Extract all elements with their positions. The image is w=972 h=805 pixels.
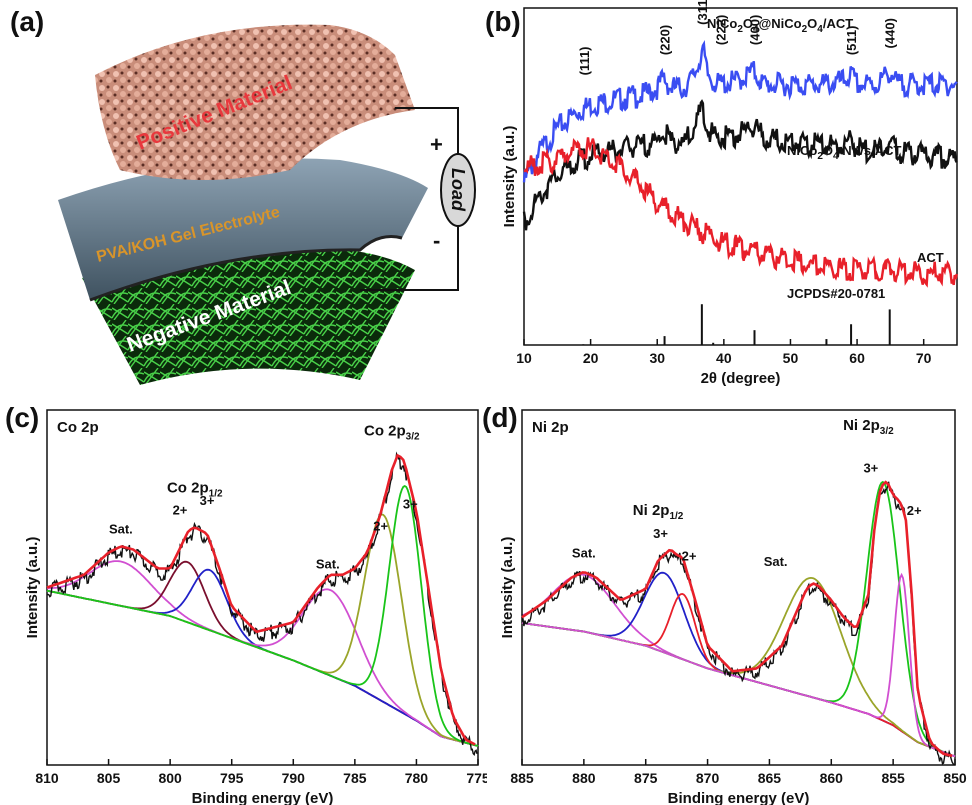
x-tick-label: 795 [220, 770, 244, 786]
fit-component-5 [46, 484, 479, 747]
x-tick-label: 880 [572, 770, 596, 786]
background-line [521, 622, 956, 758]
panel-tag-a: (a) [10, 6, 45, 37]
fit-component-0 [521, 573, 956, 758]
panel-tag-d: (d) [482, 402, 518, 433]
x-tick-label: 800 [158, 770, 182, 786]
y-axis-title: Intensity (a.u.) [24, 537, 41, 639]
negative-layer [82, 248, 415, 385]
x-tick-label: 775 [466, 770, 487, 786]
x-tick-label: 60 [849, 350, 865, 366]
series-label: NiCo2O4 NWs/ACT [787, 143, 901, 162]
minus-sign: - [433, 228, 440, 253]
x-tick-label: 865 [758, 770, 782, 786]
component-label: 3+ [403, 496, 418, 511]
series-line [522, 99, 958, 231]
x-tick-label: 875 [634, 770, 658, 786]
x-axis-title: 2θ (degree) [701, 370, 781, 387]
peak-label: (400) [747, 15, 762, 45]
region-label: Co 2p1/2 [167, 479, 223, 499]
x-tick-label: 70 [916, 350, 932, 366]
fit-component-5 [521, 572, 956, 758]
x-tick-label: 885 [510, 770, 534, 786]
fit-component-4 [521, 480, 956, 758]
load-element [440, 153, 476, 227]
plus-sign: + [430, 132, 443, 157]
x-tick-label: 10 [516, 350, 532, 366]
x-tick-label: 780 [405, 770, 429, 786]
x-axis-title: Binding energy (eV) [192, 790, 334, 805]
ni2p-xps-chart: 885 880 875 870 865 860 855 850 Binding energy (… [499, 409, 967, 805]
x-tick-label: 855 [881, 770, 905, 786]
x-tick-label: 850 [943, 770, 967, 786]
chart-title: Ni 2p [532, 419, 569, 436]
peak-label: (222) [714, 15, 729, 45]
y-axis-title: Intensity (a.u.) [499, 537, 516, 639]
device-schematic: Load + - Positive Material PVA/KOH Gel E… [58, 24, 476, 385]
x-tick-label: 810 [35, 770, 59, 786]
plot-frame [46, 409, 479, 766]
y-axis-title: Intensity (a.u.) [501, 126, 518, 228]
peak-label: (111) [577, 46, 592, 75]
x-tick-label: 870 [696, 770, 720, 786]
co2p-xps-chart: 810 805 800 795 790 785 780 775 Binding energy (… [24, 409, 487, 805]
peak-label: (311) [695, 0, 710, 25]
reference-label: JCPDS#20-0781 [787, 286, 885, 301]
x-tick-label: 40 [716, 350, 732, 366]
component-label: Sat. [764, 554, 788, 569]
series-label: NiCo2O4@NiCo2O4/ACT [707, 16, 853, 35]
peak-label: (511) [844, 26, 859, 56]
experimental-line [47, 451, 478, 757]
component-label: 3+ [653, 526, 668, 541]
x-tick-label: 30 [649, 350, 665, 366]
load-label: Load [448, 168, 468, 212]
series-label: ACT [917, 250, 944, 265]
region-label: Co 2p3/2 [364, 422, 420, 442]
component-label: 3+ [863, 460, 878, 475]
x-tick-label: 860 [820, 770, 844, 786]
component-label: Sat. [109, 522, 133, 537]
series-line [522, 39, 958, 183]
component-label: Sat. [316, 556, 340, 571]
envelope-line [46, 453, 476, 746]
x-tick-label: 785 [343, 770, 367, 786]
plot-frame [521, 409, 956, 766]
region-label: Ni 2p1/2 [633, 502, 684, 522]
xrd-chart: 10 20 30 40 50 60 70 2θ (degree) Intensity (a.u.… [501, 0, 958, 387]
chart-title: Co 2p [57, 419, 99, 436]
region-label: Ni 2p3/2 [843, 417, 894, 437]
component-label: 2+ [173, 503, 188, 518]
positive-layer [95, 24, 415, 181]
fit-component-3 [521, 576, 956, 758]
experimental-line [521, 481, 955, 766]
x-tick-label: 50 [783, 350, 799, 366]
component-label: 2+ [373, 518, 388, 533]
envelope-line [521, 480, 953, 758]
x-tick-label: 805 [97, 770, 121, 786]
component-label: 2+ [682, 549, 697, 564]
component-label: 3+ [200, 493, 215, 508]
series-nico2o4-nico2o4-act [522, 39, 958, 183]
series-line [523, 137, 958, 288]
fit-component-1 [521, 571, 956, 758]
electrolyte-layer [58, 158, 428, 300]
panel-tag-b: (b) [485, 6, 521, 37]
component-label: 2+ [907, 503, 922, 518]
series-act [523, 137, 958, 288]
x-tick-label: 20 [583, 350, 599, 366]
peak-label: (220) [658, 25, 673, 55]
component-label: Sat. [572, 546, 596, 561]
x-axis-title: Binding energy (eV) [668, 790, 810, 805]
peak-label: (440) [883, 18, 898, 48]
panel-tag-c: (c) [5, 402, 40, 433]
x-tick-label: 790 [282, 770, 306, 786]
series-nico2o4-nws-act [522, 99, 958, 231]
fit-component-2 [46, 568, 479, 747]
